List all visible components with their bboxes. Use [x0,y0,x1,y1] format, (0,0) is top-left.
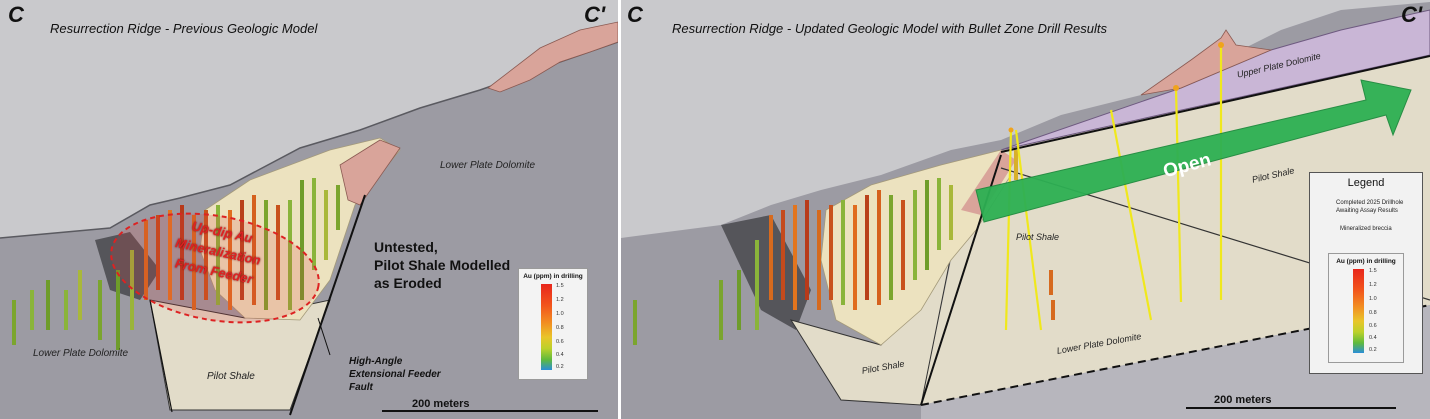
au-tick-label: 0.4 [556,352,564,358]
panel-title: Resurrection Ridge - Previous Geologic M… [50,21,318,36]
note-line: Extensional Feeder [349,369,441,380]
note-line: Pilot Shale Modelled [374,257,511,273]
unit-label-lower-plate-dolomite-west: Lower Plate Dolomite [33,348,129,359]
previous-model-panel: C C' Resurrection Ridge - Previous Geolo… [0,0,618,419]
unit-label-lower-plate-dolomite: Lower Plate Dolomite [440,160,536,171]
scale-bar-label: 200 meters [1214,394,1272,406]
drillhole-collar-markers [1008,42,1224,133]
pink-fault-sliver [339,139,401,206]
legend-item-label: Completed 2025 Drillhole [1336,200,1404,206]
feeder-fault-note: High-Angle Extensional Feeder Fault [349,355,459,394]
pink-capping-unit [1140,29,1273,96]
lower-plate-dolomite-lower [921,305,1430,419]
au-tick-label: 1.5 [1369,268,1377,274]
au-tick-label: 1.0 [1369,296,1377,302]
upper-thrust-line [1000,55,1430,153]
note-line: High-Angle [349,356,403,367]
legend-item-breccia: Mineralized breccia [1340,226,1392,232]
legend-title: Legend [1347,177,1385,189]
section-start-label: C [8,2,24,27]
completed-2025-drillholes [1004,45,1223,331]
au-scale-title: Au (ppm) in drilling [523,273,583,280]
au-tick-label: 0.6 [556,339,564,345]
west-fault-line [149,299,173,413]
au-tick-label: 0.4 [1369,335,1377,341]
au-color-ramp [541,284,552,370]
au-tick-label: 1.2 [1369,282,1377,288]
updip-mineralization-outline [110,212,320,324]
untested-note: Untested, Pilot Shale Modelled as Eroded [374,238,534,292]
open-direction-arrow [975,79,1412,223]
unit-label-pilot-shale-central: Pilot Shale [1016,232,1060,242]
au-tick-label: 1.2 [556,297,564,303]
section-end-label: C' [1401,2,1423,27]
au-color-scale: Au (ppm) in drilling 1.5 1.2 1.0 0.8 0.6… [518,268,588,380]
updated-model-section [621,0,1430,419]
panel-divider [618,0,621,419]
pink-fault-sliver [961,150,1016,215]
updated-model-panel: C C' Resurrection Ridge - Updated Geolog… [621,0,1430,419]
au-tick-label: 0.8 [1369,310,1377,316]
au-tick-label: 0.8 [556,325,564,331]
au-tick-label: 0.2 [1369,347,1377,353]
section-start-label: C [627,2,643,27]
fault-label-leader [317,317,331,356]
legend-item-label: Awaiting Assay Results [1336,208,1398,214]
note-line: Untested, [374,239,438,255]
pilot-shale-band [921,55,1430,405]
note-line: Fault [349,382,373,393]
feeder-fault-line [289,194,366,416]
pink-capping-unit [487,21,618,93]
note-line: as Eroded [374,275,442,291]
au-color-ramp [1353,269,1364,353]
au-tick-label: 1.5 [556,283,564,289]
scale-bar-label: 200 meters [412,398,470,410]
legend-box: Legend Completed 2025 Drillhole Awaiting… [1309,172,1423,374]
au-tick-label: 0.6 [1369,323,1377,329]
drill-hole-columns [12,178,340,350]
legend-item-drillhole: Completed 2025 Drillhole Awaiting Assay … [1336,199,1420,215]
dark-surface-wedge [721,215,811,330]
unit-label-pilot-shale: Pilot Shale [207,371,255,382]
au-tick-label: 1.0 [556,311,564,317]
drill-hole-columns [633,150,1055,345]
au-tick-label: 0.2 [556,364,564,370]
pilot-shale-wedge [789,254,952,406]
section-end-label: C' [584,2,606,27]
au-color-scale: Au (ppm) in drilling 1.5 1.2 1.0 0.8 0.6… [1328,253,1404,363]
previous-model-section [0,0,618,419]
panel-title: Resurrection Ridge - Updated Geologic Mo… [672,21,1107,36]
au-scale-title: Au (ppm) in drilling [1336,258,1396,265]
